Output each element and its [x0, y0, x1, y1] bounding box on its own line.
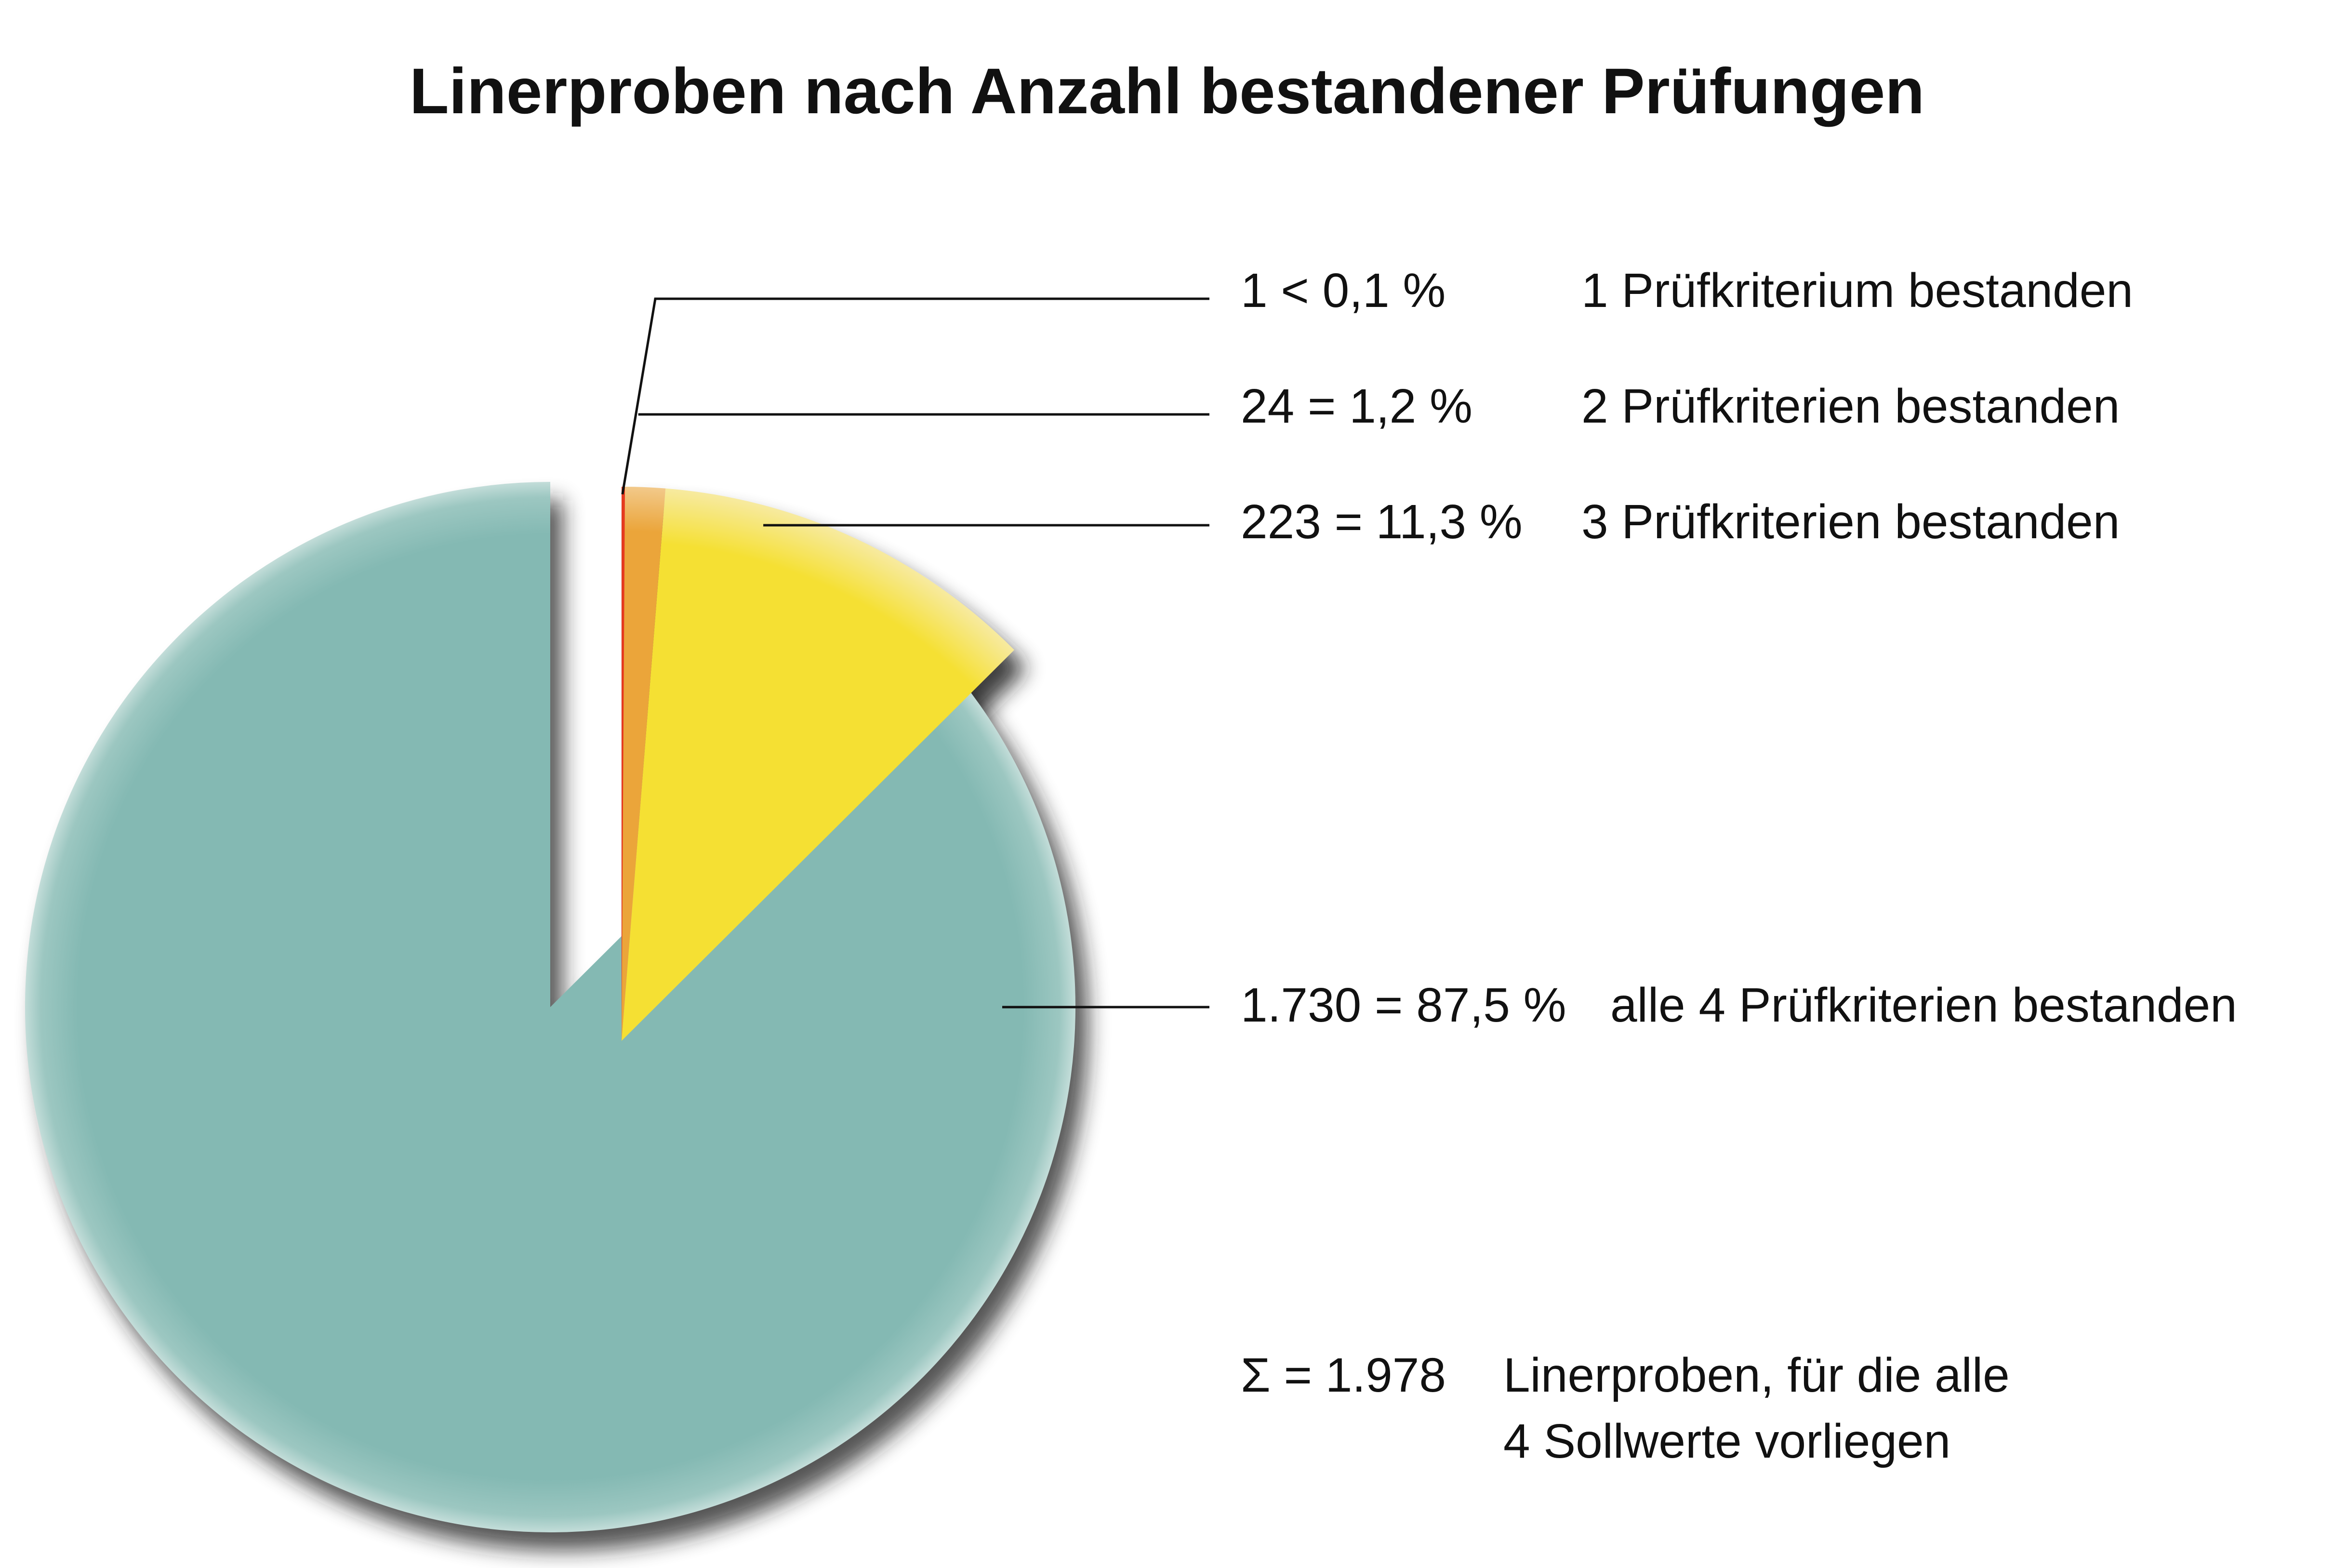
leader-line-slice-1: [621, 297, 1209, 495]
pie-slice-3-kriterien: [622, 488, 1015, 1041]
slice-3-category-label: 3 Prüfkriterien bestanden: [1581, 495, 2120, 549]
slice-1-value-label: 1 < 0,1 %: [1241, 264, 1445, 318]
pie-slice-4-kriterien: [25, 482, 1075, 1532]
pie-slice-1-kriterium: [622, 487, 625, 1041]
chart-title: Linerproben nach Anzahl bestandener Prüf…: [410, 55, 1924, 127]
slice-2-value-label: 24 = 1,2 %: [1241, 379, 1472, 433]
total-description-line-1: Linerproben, für die alle: [1503, 1348, 2010, 1402]
total-value-label: Σ = 1.978: [1241, 1348, 1446, 1402]
slice-2-category-label: 2 Prüfkriterien bestanden: [1581, 379, 2120, 433]
slice-4-value-label: 1.730 = 87,5 %: [1241, 978, 1566, 1032]
slice-3-value-label: 223 = 11,3 %: [1241, 495, 1523, 549]
slice-1-category-label: 1 Prüfkriterium bestanden: [1581, 264, 2133, 318]
pie-slice-2-kriterien: [622, 487, 666, 1041]
total-description-line-2: 4 Sollwerte vorliegen: [1503, 1414, 1950, 1468]
slice-4-category-label: alle 4 Prüfkriterien bestanden: [1610, 978, 2237, 1032]
